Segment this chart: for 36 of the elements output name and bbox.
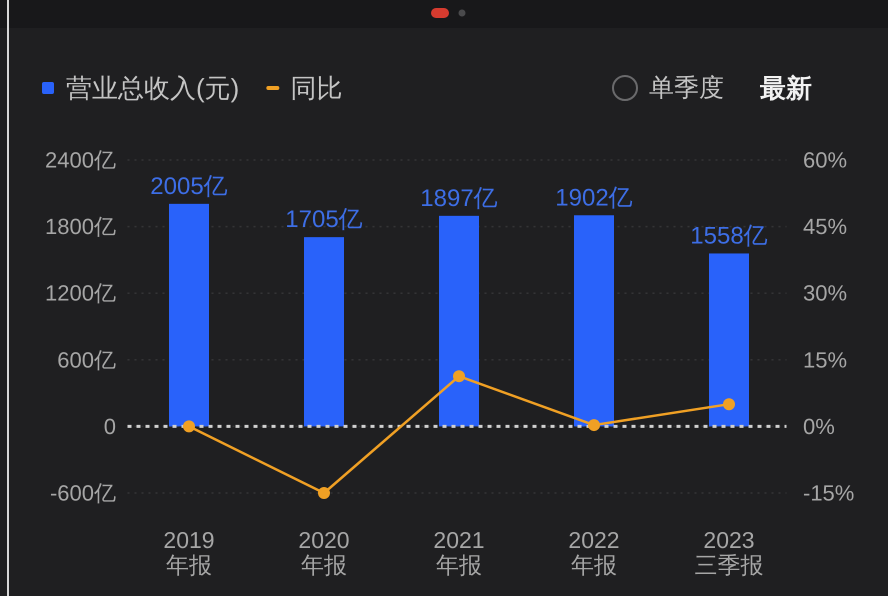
x-tick-label: 2021 年报 — [433, 527, 485, 578]
point — [183, 420, 195, 432]
legend-label: 营业总收入(元) — [66, 73, 240, 103]
bar — [574, 215, 614, 426]
x-tick-label: 2019 年报 — [163, 527, 215, 578]
x-tick-label: 2020 年报 — [298, 527, 350, 578]
y2-tick-label: 15% — [803, 347, 848, 372]
x-tick-label: 2023 三季报 — [694, 527, 764, 578]
data-label: 1897亿 — [420, 184, 498, 212]
point — [588, 419, 600, 432]
point — [453, 370, 465, 382]
x-tick-label: 2022 年报 — [568, 527, 620, 578]
y2-tick-label: 60% — [803, 148, 848, 172]
y2-tick-label: 45% — [803, 214, 848, 240]
bar — [439, 216, 479, 426]
y2-tick-label: 0% — [803, 414, 835, 439]
y-tick-label: 2400亿 — [45, 148, 116, 172]
y-tick-label: 600亿 — [57, 347, 116, 372]
y2-tick-label: -15% — [803, 480, 854, 506]
bar — [304, 237, 344, 426]
y-tick-label: 1800亿 — [45, 214, 116, 240]
bar — [169, 204, 209, 426]
bar — [709, 253, 749, 426]
data-label: 1558亿 — [690, 222, 768, 250]
annotation: 最新 — [760, 73, 812, 103]
y2-tick-label: 30% — [803, 280, 848, 306]
legend-label: 同比 — [290, 73, 342, 103]
data-label: 1705亿 — [285, 206, 363, 234]
data-label: 2005亿 — [150, 172, 228, 200]
y-tick-label: -600亿 — [50, 480, 116, 506]
y-tick-label: 1200亿 — [45, 280, 116, 306]
point — [318, 487, 330, 499]
point — [723, 398, 735, 410]
annotation: 单季度 — [649, 74, 724, 102]
y-tick-label: 0 — [104, 414, 116, 439]
data-label: 1902亿 — [555, 184, 633, 212]
